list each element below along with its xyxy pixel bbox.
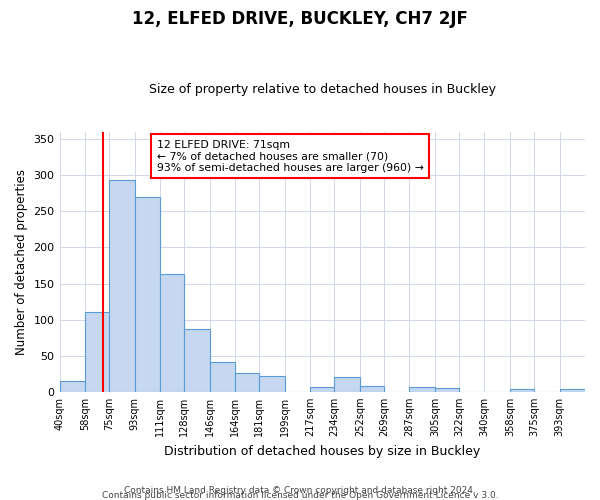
Bar (409, 387, 435, 392)
Bar (184, 329, 209, 392)
Bar (360, 386, 384, 392)
Text: Contains HM Land Registry data © Crown copyright and database right 2024.: Contains HM Land Registry data © Crown c… (124, 486, 476, 495)
Title: Size of property relative to detached houses in Buckley: Size of property relative to detached ho… (149, 83, 496, 96)
Bar (510, 389, 534, 392)
Bar (310, 387, 334, 392)
Bar (109, 180, 134, 392)
Y-axis label: Number of detached properties: Number of detached properties (15, 169, 28, 355)
X-axis label: Distribution of detached houses by size in Buckley: Distribution of detached houses by size … (164, 444, 481, 458)
Bar (235, 373, 259, 392)
Bar (134, 197, 160, 392)
Bar (85, 312, 109, 392)
Bar (160, 274, 184, 392)
Bar (259, 376, 285, 392)
Bar (59, 381, 85, 392)
Bar (334, 378, 360, 392)
Text: Contains public sector information licensed under the Open Government Licence v : Contains public sector information licen… (101, 491, 499, 500)
Bar (209, 362, 235, 392)
Bar (435, 388, 459, 392)
Text: 12, ELFED DRIVE, BUCKLEY, CH7 2JF: 12, ELFED DRIVE, BUCKLEY, CH7 2JF (132, 10, 468, 28)
Bar (560, 389, 585, 392)
Text: 12 ELFED DRIVE: 71sqm
← 7% of detached houses are smaller (70)
93% of semi-detac: 12 ELFED DRIVE: 71sqm ← 7% of detached h… (157, 140, 424, 173)
